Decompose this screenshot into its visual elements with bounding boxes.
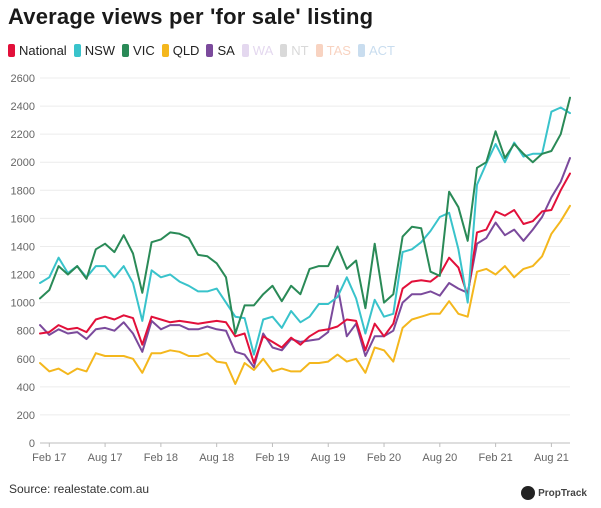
x-tick-label: Feb 19 xyxy=(255,452,289,464)
series-line-vic xyxy=(39,96,571,335)
x-tick-label: Feb 18 xyxy=(144,452,178,464)
x-tick-label: Aug 20 xyxy=(422,452,457,464)
series-line-nsw xyxy=(39,106,571,356)
source-note: Source: realestate.com.au xyxy=(9,482,150,496)
legend-swatch xyxy=(161,43,169,57)
legend-item-sa[interactable]: SA xyxy=(206,42,235,58)
legend-swatch xyxy=(122,43,130,57)
y-tick-label: 2200 xyxy=(11,129,35,141)
legend: National NSW VIC QLD SA WA NT TAS ACT xyxy=(8,41,402,59)
legend-label: SA xyxy=(217,42,235,58)
legend-swatch xyxy=(73,43,81,57)
x-tick-label: Feb 17 xyxy=(32,452,66,464)
legend-swatch xyxy=(8,43,15,57)
y-tick-label: 2400 xyxy=(11,101,35,113)
chart-title: Average views per 'for sale' listing xyxy=(8,4,374,29)
legend-item-act[interactable]: ACT xyxy=(357,42,395,58)
y-tick-label: 800 xyxy=(17,326,35,338)
y-tick-label: 2000 xyxy=(11,157,35,169)
y-tick-label: 400 xyxy=(17,382,35,394)
legend-item-qld[interactable]: QLD xyxy=(161,42,200,58)
y-tick-label: 600 xyxy=(17,354,35,366)
legend-item-wa[interactable]: WA xyxy=(241,42,274,58)
legend-label: WA xyxy=(252,42,274,58)
series-line-sa xyxy=(39,157,571,369)
legend-swatch xyxy=(315,43,323,57)
y-tick-label: 1600 xyxy=(11,213,35,225)
x-tick-label: Aug 18 xyxy=(199,452,234,464)
legend-item-national[interactable]: National xyxy=(8,43,67,58)
y-tick-label: 1000 xyxy=(11,298,35,310)
legend-swatch xyxy=(280,43,288,57)
x-tick-label: Aug 19 xyxy=(311,452,346,464)
x-tick-label: Aug 17 xyxy=(88,452,123,464)
legend-label: National xyxy=(19,42,67,58)
line-chart: 0 200 400 600 800 1000 1200 1400 1600 1800 2000 220… xyxy=(11,73,571,464)
legend-label: VIC xyxy=(133,42,155,58)
legend-label: TAS xyxy=(326,42,351,58)
legend-item-nsw[interactable]: NSW xyxy=(73,42,116,58)
y-tick-label: 1400 xyxy=(11,241,35,253)
brand-logo-icon xyxy=(521,486,536,500)
x-tick-label: Feb 20 xyxy=(367,452,401,464)
x-tick-label: Aug 21 xyxy=(534,452,569,464)
legend-swatch xyxy=(357,43,365,57)
brand-name: PropTrack xyxy=(538,487,587,499)
legend-item-vic[interactable]: VIC xyxy=(122,43,155,58)
legend-item-nt[interactable]: NT xyxy=(280,42,309,58)
brand-logo: PropTrack xyxy=(521,486,587,500)
y-tick-label: 1200 xyxy=(11,270,35,282)
legend-label: NSW xyxy=(84,42,116,58)
legend-swatch xyxy=(206,43,214,57)
x-tick-label: Feb 21 xyxy=(478,452,512,464)
y-tick-label: 0 xyxy=(29,438,35,450)
y-tick-label: 1800 xyxy=(11,185,35,197)
legend-label: QLD xyxy=(172,42,200,58)
legend-swatch xyxy=(241,43,249,57)
legend-label: NT xyxy=(291,42,309,58)
y-tick-label: 200 xyxy=(17,410,35,422)
legend-item-tas[interactable]: TAS xyxy=(315,42,351,58)
legend-label: ACT xyxy=(368,42,395,58)
series-line-national xyxy=(39,172,571,364)
series-line-qld xyxy=(39,204,571,385)
y-tick-label: 2600 xyxy=(11,73,35,85)
